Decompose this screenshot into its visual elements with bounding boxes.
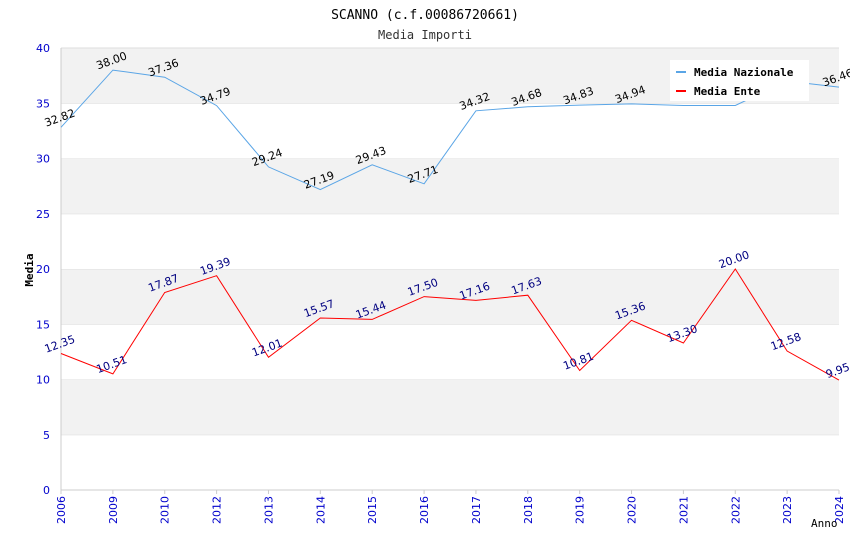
x-tick-label: 2017 — [470, 496, 483, 524]
x-tick-label: 2018 — [522, 496, 535, 524]
grid-band — [61, 379, 839, 435]
grid-band — [61, 324, 839, 380]
y-tick-label: 15 — [36, 318, 50, 331]
x-tick-label: 2009 — [107, 496, 120, 524]
y-axis-ticks: 0 5 10 15 20 25 30 35 40 — [36, 42, 50, 497]
x-tick-label: 2012 — [211, 496, 224, 524]
y-tick-label: 20 — [36, 263, 50, 276]
legend-label: Media Ente — [694, 85, 761, 98]
x-tick-label: 2013 — [262, 496, 275, 524]
legend-label: Media Nazionale — [694, 66, 794, 79]
x-tick-label: 2024 — [833, 496, 846, 524]
series-lines — [60, 69, 840, 381]
y-tick-label: 25 — [36, 208, 50, 221]
y-tick-label: 30 — [36, 153, 50, 166]
y-axis-label: Media — [23, 253, 36, 286]
x-axis-label: Anno — [811, 517, 838, 530]
y-tick-label: 0 — [43, 484, 50, 497]
grid-band — [61, 434, 839, 490]
grid-band — [61, 103, 839, 159]
y-tick-label: 5 — [43, 429, 50, 442]
x-tick-label: 2019 — [574, 496, 587, 524]
series-line-0 — [60, 69, 840, 191]
chart-subtitle: Media Importi — [378, 28, 472, 42]
x-tick-label: 2023 — [781, 496, 794, 524]
grid-band — [61, 269, 839, 325]
legend-box — [670, 60, 809, 101]
series-line-1 — [60, 268, 840, 381]
chart-title: SCANNO (c.f.00086720661) — [331, 8, 519, 23]
grid-band — [61, 213, 839, 269]
y-tick-label: 40 — [36, 42, 50, 55]
x-tick-label: 2021 — [677, 496, 690, 524]
x-tick-label: 2006 — [55, 496, 68, 524]
y-tick-label: 10 — [36, 374, 50, 387]
y-tick-label: 35 — [36, 97, 50, 110]
x-tick-label: 2010 — [159, 496, 172, 524]
x-tick-label: 2015 — [366, 496, 379, 524]
grid-band — [61, 158, 839, 214]
x-tick-label: 2016 — [418, 496, 431, 524]
x-tick-label: 2014 — [314, 496, 327, 524]
axes — [60, 48, 839, 491]
x-tick-label: 2020 — [626, 496, 639, 524]
x-tick-label: 2022 — [729, 496, 742, 524]
legend: Media Nazionale Media Ente — [670, 60, 809, 101]
x-axis-ticks: 2006 2009 2010 2012 2013 2014 2015 2016 2017 2018… — [55, 490, 846, 524]
